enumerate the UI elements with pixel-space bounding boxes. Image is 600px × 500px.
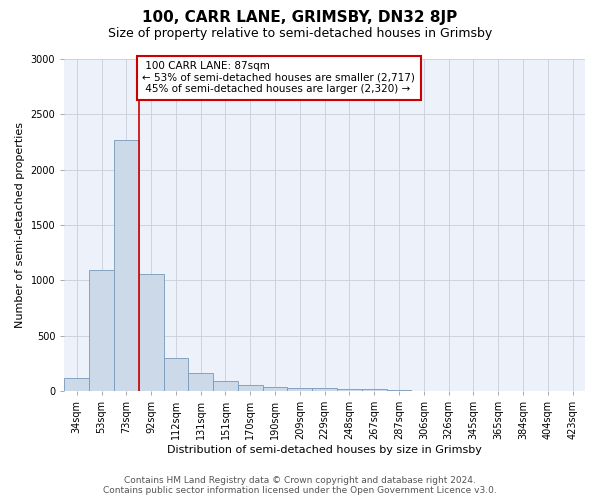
Text: Contains HM Land Registry data © Crown copyright and database right 2024.
Contai: Contains HM Land Registry data © Crown c…	[103, 476, 497, 495]
Y-axis label: Number of semi-detached properties: Number of semi-detached properties	[15, 122, 25, 328]
Bar	[238, 385, 263, 391]
Bar	[89, 270, 114, 391]
Bar	[386, 390, 412, 391]
Bar	[164, 358, 188, 391]
Text: 100, CARR LANE, GRIMSBY, DN32 8JP: 100, CARR LANE, GRIMSBY, DN32 8JP	[142, 10, 458, 25]
Bar	[337, 389, 362, 391]
Bar	[312, 388, 337, 391]
Text: 100 CARR LANE: 87sqm
← 53% of semi-detached houses are smaller (2,717)
 45% of s: 100 CARR LANE: 87sqm ← 53% of semi-detac…	[142, 61, 415, 94]
Bar	[263, 386, 287, 391]
Bar	[64, 378, 89, 391]
Text: Size of property relative to semi-detached houses in Grimsby: Size of property relative to semi-detach…	[108, 28, 492, 40]
X-axis label: Distribution of semi-detached houses by size in Grimsby: Distribution of semi-detached houses by …	[167, 445, 482, 455]
Bar	[139, 274, 164, 391]
Bar	[114, 140, 139, 391]
Bar	[213, 381, 238, 391]
Bar	[287, 388, 312, 391]
Bar	[362, 390, 386, 391]
Bar	[188, 374, 213, 391]
